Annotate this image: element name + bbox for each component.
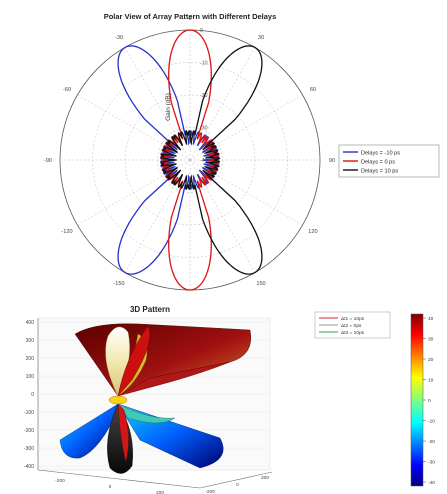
- polar-angle-tick: 0: [188, 16, 191, 22]
- polar-angle-tick: 120: [308, 229, 317, 235]
- polar-angle-tick: -90: [44, 158, 52, 164]
- polar-legend-label-3: Delays = 10 ps: [361, 169, 398, 175]
- colorbar-tick-label: 10: [428, 377, 434, 383]
- z-tick-label: 0: [31, 392, 34, 398]
- lower-lobe-red: [117, 403, 129, 463]
- colorbar-tick-label: -40: [428, 480, 435, 486]
- feed-point: [108, 395, 128, 405]
- z-tick-label: -300: [24, 446, 34, 452]
- polar-radial-tick: -10: [200, 61, 208, 67]
- colorbar-bar: [410, 313, 424, 487]
- upper-lobe-red-spike: [117, 325, 151, 397]
- colorbar: 40 30 20 10 0 -10 -20 -30 -40: [410, 313, 435, 487]
- polar-radial-tick: -40: [200, 158, 208, 164]
- polar-grid: -40-30-20-1000306090120150180-150-120-90…: [44, 16, 335, 291]
- z-tick-label: -100: [24, 410, 34, 416]
- radiation-surface: [59, 323, 251, 474]
- polar-angle-tick: -150: [113, 281, 124, 287]
- colorbar-tick-label: -30: [428, 459, 435, 465]
- polar-angle-tick: 30: [258, 35, 264, 41]
- pattern-3d-chart: 3D Pattern 4003002001000-100-200-300-400…: [24, 305, 435, 494]
- y-tick-label: 200: [261, 475, 269, 481]
- z-tick-label: -200: [24, 428, 34, 434]
- colorbar-tick-labels: 40 30 20 10 0 -10 -20 -30 -40: [423, 316, 435, 486]
- z-tick-label: 100: [26, 374, 35, 380]
- pattern-3d-legend: Δt1 = 10ps Δt2 = 0ps Δt3 = 10ps: [314, 311, 391, 339]
- pattern-3d-legend-label-1: Δt1 = 10ps: [341, 316, 365, 322]
- polar-angle-tick: 150: [256, 281, 265, 287]
- polar-series-line-3: [160, 45, 263, 275]
- x-tick-label: 0: [109, 484, 112, 490]
- colorbar-tick-label: 30: [428, 336, 434, 342]
- polar-radial-label: Gain (dB): [165, 93, 172, 121]
- pattern-3d-title: 3D Pattern: [130, 305, 170, 314]
- polar-legend: Delays = -10 ps Delays = 0 ps Delays = 1…: [338, 144, 440, 178]
- colorbar-tick-label: 0: [428, 398, 431, 404]
- polar-legend-label-1: Delays = -10 ps: [361, 151, 400, 157]
- colorbar-tick-label: 20: [428, 357, 434, 363]
- z-tick-label: 400: [26, 320, 35, 326]
- z-tick-label: -400: [24, 464, 34, 470]
- x-axis-line: [37, 469, 201, 489]
- polar-radial-tick: 0: [200, 28, 203, 34]
- polar-angle-tick: -30: [115, 35, 123, 41]
- colorbar-tick-label: 40: [428, 316, 434, 322]
- y-tick-label: 0: [236, 482, 239, 488]
- colorbar-tick-label: -20: [428, 439, 435, 445]
- polar-chart: Polar View of Array Pattern with Differe…: [44, 12, 440, 291]
- polar-angle-tick: -60: [63, 87, 71, 93]
- polar-angle-tick: 90: [329, 158, 335, 164]
- lower-lobe-teal: [117, 403, 176, 424]
- z-tick-labels: 400 300 200 100 0 -100 -200 -300 -400: [24, 320, 34, 470]
- z-tick-label: 300: [26, 338, 35, 344]
- x-tick-label: 200: [156, 490, 164, 494]
- x-tick-label: -200: [55, 478, 65, 484]
- pattern-3d-legend-label-2: Δt2 = 0ps: [341, 323, 362, 329]
- xy-tick-labels: -200 0 200 -200 0 200: [55, 475, 269, 494]
- colorbar-tick-label: -10: [428, 418, 435, 424]
- polar-angle-tick: 60: [310, 87, 316, 93]
- upper-lobe-fold: [117, 361, 231, 397]
- y-tick-label: -200: [205, 489, 215, 494]
- y-axis-line: [199, 471, 273, 489]
- polar-angle-tick: -120: [61, 229, 72, 235]
- pattern-3d-legend-label-3: Δt3 = 10ps: [341, 330, 365, 336]
- polar-radial-tick: -30: [200, 126, 208, 132]
- polar-title: Polar View of Array Pattern with Differe…: [104, 12, 277, 21]
- polar-series: [117, 29, 263, 291]
- polar-legend-label-2: Delays = 0 ps: [361, 160, 395, 166]
- z-tick-label: 200: [26, 356, 35, 362]
